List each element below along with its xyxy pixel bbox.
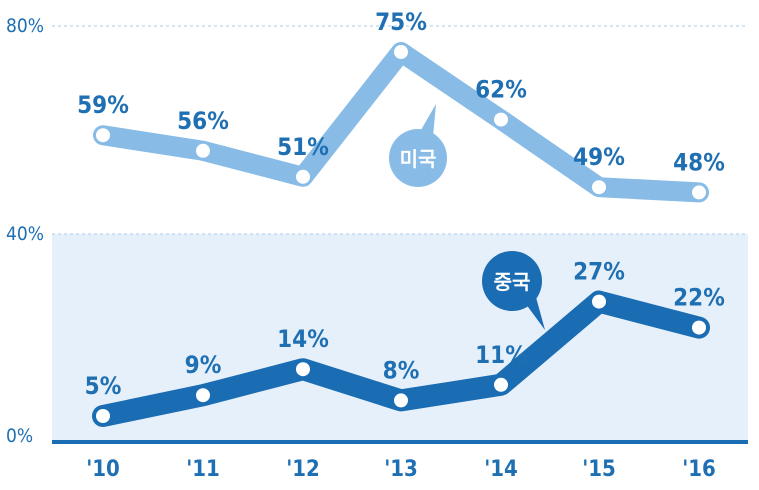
data-label: 49% xyxy=(573,143,625,171)
data-point xyxy=(494,112,508,127)
data-point xyxy=(296,169,310,184)
data-label: 48% xyxy=(673,148,725,176)
x-tick-label: '10 xyxy=(86,457,120,482)
data-point xyxy=(296,362,310,377)
data-point xyxy=(692,320,706,335)
data-point xyxy=(592,294,606,309)
data-point xyxy=(394,393,408,408)
x-tick-label: '15 xyxy=(582,457,616,482)
legend-label-china: 중국 xyxy=(494,270,531,294)
legend-label-usa: 미국 xyxy=(400,147,437,171)
data-label: 27% xyxy=(573,258,625,286)
data-label: 75% xyxy=(375,8,427,36)
x-tick-label: '12 xyxy=(286,457,320,482)
x-tick-label: '14 xyxy=(484,457,518,482)
data-point xyxy=(692,185,706,200)
y-tick-label: 0% xyxy=(6,425,33,447)
legend-bubble-china xyxy=(482,251,542,311)
data-point xyxy=(96,128,110,143)
data-label: 62% xyxy=(475,76,527,104)
x-tick-label: '13 xyxy=(384,457,418,482)
legend-bubble-usa xyxy=(389,129,447,187)
data-label: 14% xyxy=(277,325,329,353)
data-point xyxy=(592,180,606,195)
data-label: 51% xyxy=(277,133,329,161)
data-point xyxy=(196,143,210,158)
y-tick-label: 40% xyxy=(6,223,44,245)
data-point xyxy=(494,377,508,392)
y-tick-label: 80% xyxy=(6,15,44,37)
x-tick-label: '16 xyxy=(682,457,716,482)
data-label: 22% xyxy=(673,284,725,312)
x-tick-label: '11 xyxy=(186,457,220,482)
data-point xyxy=(196,388,210,403)
data-label: 59% xyxy=(77,91,129,119)
data-label: 56% xyxy=(177,107,229,135)
data-label: 8% xyxy=(383,356,420,384)
data-point xyxy=(394,45,408,59)
data-label: 5% xyxy=(85,372,122,400)
data-point xyxy=(96,409,110,423)
data-label: 9% xyxy=(185,351,222,379)
data-label: 11% xyxy=(475,341,527,369)
